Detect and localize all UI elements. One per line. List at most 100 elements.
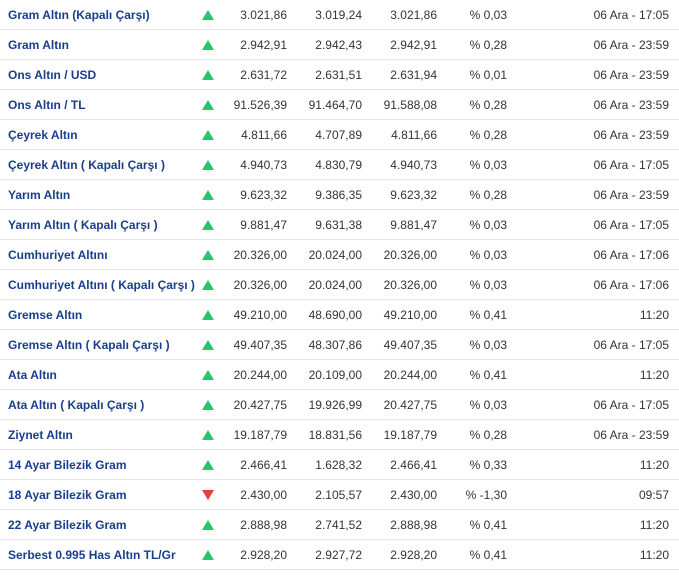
instrument-name-link[interactable]: Ziynet Altın — [8, 428, 198, 442]
price-cell: 2.928,20 — [218, 548, 293, 562]
timestamp: 11:20 — [513, 458, 671, 472]
table-row: Ata Altın ( Kapalı Çarşı ) 20.427,7519.92… — [0, 390, 679, 420]
price-cell: 20.427,75 — [218, 398, 293, 412]
table-row: 22 Ayar Bilezik Gram2.888,982.741,522.88… — [0, 510, 679, 540]
price-cell: 4.811,66 — [368, 128, 443, 142]
change-percent: % 0,33 — [443, 458, 513, 472]
price-cell: 9.881,47 — [218, 218, 293, 232]
table-row: Ziynet Altın19.187,7918.831,5619.187,79%… — [0, 420, 679, 450]
table-row: Gremse Altın ( Kapalı Çarşı )49.407,3548… — [0, 330, 679, 360]
table-row: Ons Altın / USD2.631,722.631,512.631,94%… — [0, 60, 679, 90]
price-cell: 9.881,47 — [368, 218, 443, 232]
price-cell: 20.024,00 — [293, 248, 368, 262]
instrument-name-link[interactable]: Ata Altın ( Kapalı Çarşı ) — [8, 398, 198, 412]
price-cell: 4.707,89 — [293, 128, 368, 142]
change-percent: % 0,03 — [443, 8, 513, 22]
instrument-name-link[interactable]: Cumhuriyet Altını — [8, 248, 198, 262]
change-percent: % 0,28 — [443, 428, 513, 442]
change-percent: % -1,30 — [443, 488, 513, 502]
timestamp: 06 Ara - 17:06 — [513, 278, 671, 292]
timestamp: 06 Ara - 17:06 — [513, 248, 671, 262]
price-cell: 9.386,35 — [293, 188, 368, 202]
price-cell: 2.430,00 — [218, 488, 293, 502]
change-percent: % 0,41 — [443, 308, 513, 322]
timestamp: 06 Ara - 23:59 — [513, 128, 671, 142]
change-percent: % 0,41 — [443, 368, 513, 382]
timestamp: 11:20 — [513, 518, 671, 532]
instrument-name-link[interactable]: Gram Altın (Kapalı Çarşı) — [8, 8, 198, 22]
price-cell: 91.526,39 — [218, 98, 293, 112]
price-cell: 49.210,00 — [368, 308, 443, 322]
change-percent: % 0,41 — [443, 548, 513, 562]
instrument-name-link[interactable]: Gremse Altın — [8, 308, 198, 322]
table-row: Ata Altın20.244,0020.109,0020.244,00% 0,… — [0, 360, 679, 390]
change-percent: % 0,28 — [443, 188, 513, 202]
instrument-name-link[interactable]: 14 Ayar Bilezik Gram — [8, 458, 198, 472]
instrument-name-link[interactable]: 22 Ayar Bilezik Gram — [8, 518, 198, 532]
instrument-name-link[interactable]: Serbest 0.995 Has Altın TL/Gr — [8, 548, 198, 562]
table-row: Gram Altın2.942,912.942,432.942,91% 0,28… — [0, 30, 679, 60]
timestamp: 06 Ara - 17:05 — [513, 338, 671, 352]
instrument-name-link[interactable]: Cumhuriyet Altını ( Kapalı Çarşı ) — [8, 278, 198, 292]
price-cell: 20.326,00 — [218, 248, 293, 262]
instrument-name-link[interactable]: Ata Altın — [8, 368, 198, 382]
instrument-name-link[interactable]: Ons Altın / TL — [8, 98, 198, 112]
table-row: Ons Altın / TL91.526,3991.464,7091.588,0… — [0, 90, 679, 120]
change-percent: % 0,03 — [443, 338, 513, 352]
price-cell: 4.940,73 — [218, 158, 293, 172]
trend-up-icon — [198, 70, 218, 80]
price-cell: 2.741,52 — [293, 518, 368, 532]
timestamp: 06 Ara - 17:05 — [513, 218, 671, 232]
change-percent: % 0,41 — [443, 518, 513, 532]
instrument-name-link[interactable]: Çeyrek Altın — [8, 128, 198, 142]
price-cell: 4.940,73 — [368, 158, 443, 172]
price-cell: 4.811,66 — [218, 128, 293, 142]
price-cell: 2.942,91 — [218, 38, 293, 52]
price-cell: 19.187,79 — [218, 428, 293, 442]
instrument-name-link[interactable]: Yarım Altın — [8, 188, 198, 202]
instrument-name-link[interactable]: 18 Ayar Bilezik Gram — [8, 488, 198, 502]
timestamp: 06 Ara - 23:59 — [513, 188, 671, 202]
price-cell: 20.244,00 — [218, 368, 293, 382]
change-percent: % 0,28 — [443, 98, 513, 112]
trend-up-icon — [198, 400, 218, 410]
price-cell: 2.928,20 — [368, 548, 443, 562]
price-cell: 19.926,99 — [293, 398, 368, 412]
table-row: Yarım Altın ( Kapalı Çarşı )9.881,479.63… — [0, 210, 679, 240]
instrument-name-link[interactable]: Gram Altın — [8, 38, 198, 52]
price-cell: 20.326,00 — [218, 278, 293, 292]
table-row: Gremse Altın49.210,0048.690,0049.210,00%… — [0, 300, 679, 330]
trend-up-icon — [198, 220, 218, 230]
instrument-name-link[interactable]: Ons Altın / USD — [8, 68, 198, 82]
price-cell: 2.631,72 — [218, 68, 293, 82]
gold-price-table: Gram Altın (Kapalı Çarşı)3.021,863.019,2… — [0, 0, 679, 570]
timestamp: 06 Ara - 23:59 — [513, 68, 671, 82]
trend-up-icon — [198, 250, 218, 260]
instrument-name-link[interactable]: Gremse Altın ( Kapalı Çarşı ) — [8, 338, 198, 352]
change-percent: % 0,03 — [443, 398, 513, 412]
price-cell: 3.019,24 — [293, 8, 368, 22]
trend-up-icon — [198, 190, 218, 200]
price-cell: 19.187,79 — [368, 428, 443, 442]
timestamp: 06 Ara - 23:59 — [513, 428, 671, 442]
trend-up-icon — [198, 130, 218, 140]
timestamp: 06 Ara - 17:05 — [513, 398, 671, 412]
table-row: 14 Ayar Bilezik Gram2.466,411.628,322.46… — [0, 450, 679, 480]
price-cell: 20.427,75 — [368, 398, 443, 412]
price-cell: 2.466,41 — [218, 458, 293, 472]
trend-up-icon — [198, 340, 218, 350]
timestamp: 06 Ara - 23:59 — [513, 98, 671, 112]
price-cell: 4.830,79 — [293, 158, 368, 172]
price-cell: 20.244,00 — [368, 368, 443, 382]
price-cell: 2.631,51 — [293, 68, 368, 82]
instrument-name-link[interactable]: Çeyrek Altın ( Kapalı Çarşı ) — [8, 158, 198, 172]
price-cell: 1.628,32 — [293, 458, 368, 472]
timestamp: 09:57 — [513, 488, 671, 502]
table-row: Yarım Altın9.623,329.386,359.623,32% 0,2… — [0, 180, 679, 210]
price-cell: 2.888,98 — [218, 518, 293, 532]
price-cell: 2.430,00 — [368, 488, 443, 502]
price-cell: 48.690,00 — [293, 308, 368, 322]
price-cell: 9.623,32 — [368, 188, 443, 202]
change-percent: % 0,28 — [443, 38, 513, 52]
instrument-name-link[interactable]: Yarım Altın ( Kapalı Çarşı ) — [8, 218, 198, 232]
